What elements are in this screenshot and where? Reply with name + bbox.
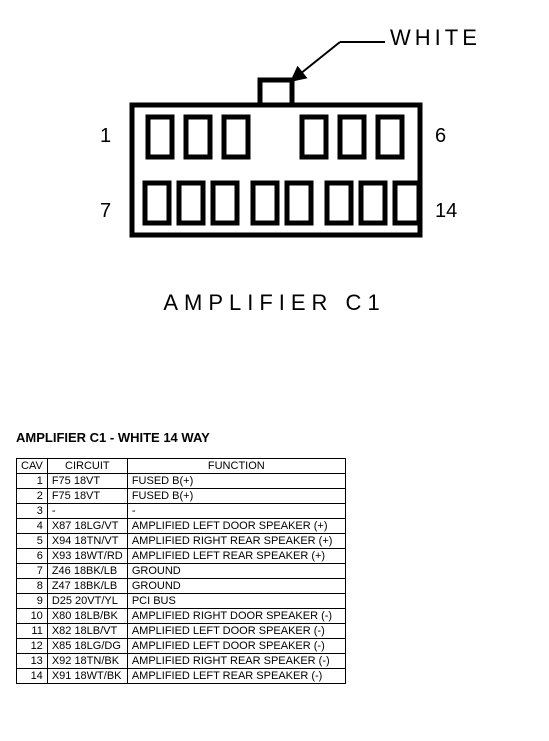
cell-function: FUSED B(+)	[127, 489, 345, 504]
table-row: 13X92 18TN/BKAMPLIFIED RIGHT REAR SPEAKE…	[17, 654, 346, 669]
col-function: FUNCTION	[127, 459, 345, 474]
table-header-row: CAV CIRCUIT FUNCTION	[17, 459, 346, 474]
col-cav: CAV	[17, 459, 48, 474]
cell-function: AMPLIFIED LEFT DOOR SPEAKER (-)	[127, 639, 345, 654]
cell-circuit: D25 20VT/YL	[47, 594, 127, 609]
table-row: 12X85 18LG/DGAMPLIFIED LEFT DOOR SPEAKER…	[17, 639, 346, 654]
pin-label-14: 14	[435, 200, 457, 223]
pinout-table: CAV CIRCUIT FUNCTION 1F75 18VTFUSED B(+)…	[16, 458, 346, 684]
cell-circuit: X87 18LG/VT	[47, 519, 127, 534]
cell-function: GROUND	[127, 564, 345, 579]
table-row: 6X93 18WT/RDAMPLIFIED LEFT REAR SPEAKER …	[17, 549, 346, 564]
cell-cav: 9	[17, 594, 48, 609]
table-row: 1F75 18VTFUSED B(+)	[17, 474, 346, 489]
cell-circuit: Z47 18BK/LB	[47, 579, 127, 594]
cell-function: AMPLIFIED LEFT REAR SPEAKER (+)	[127, 549, 345, 564]
connector-svg	[0, 0, 549, 340]
cell-circuit: X92 18TN/BK	[47, 654, 127, 669]
col-circuit: CIRCUIT	[47, 459, 127, 474]
cell-function: AMPLIFIED RIGHT REAR SPEAKER (-)	[127, 654, 345, 669]
cell-cav: 13	[17, 654, 48, 669]
diagram-title: AMPLIFIER C1	[0, 290, 549, 316]
cell-function: -	[127, 504, 345, 519]
cell-cav: 4	[17, 519, 48, 534]
cell-function: AMPLIFIED RIGHT REAR SPEAKER (+)	[127, 534, 345, 549]
table-row: 11X82 18LB/VTAMPLIFIED LEFT DOOR SPEAKER…	[17, 624, 346, 639]
cell-cav: 5	[17, 534, 48, 549]
cell-function: FUSED B(+)	[127, 474, 345, 489]
connector-diagram: WHITE 1 6 7 14 AMPLIFIER C1	[0, 0, 549, 340]
cell-circuit: X91 18WT/BK	[47, 669, 127, 684]
pin-label-7: 7	[100, 200, 111, 223]
cell-circuit: F75 18VT	[47, 474, 127, 489]
cell-cav: 6	[17, 549, 48, 564]
cell-circuit: X94 18TN/VT	[47, 534, 127, 549]
cell-cav: 10	[17, 609, 48, 624]
cell-circuit: F75 18VT	[47, 489, 127, 504]
cell-function: GROUND	[127, 579, 345, 594]
cell-cav: 7	[17, 564, 48, 579]
table-row: 5X94 18TN/VTAMPLIFIED RIGHT REAR SPEAKER…	[17, 534, 346, 549]
cell-function: PCI BUS	[127, 594, 345, 609]
table-row: 10X80 18LB/BKAMPLIFIED RIGHT DOOR SPEAKE…	[17, 609, 346, 624]
table-row: 7Z46 18BK/LBGROUND	[17, 564, 346, 579]
cell-function: AMPLIFIED LEFT DOOR SPEAKER (-)	[127, 624, 345, 639]
cell-circuit: -	[47, 504, 127, 519]
cell-circuit: X80 18LB/BK	[47, 609, 127, 624]
connector-color-label: WHITE	[390, 25, 481, 51]
cell-circuit: Z46 18BK/LB	[47, 564, 127, 579]
cell-cav: 8	[17, 579, 48, 594]
cell-function: AMPLIFIED RIGHT DOOR SPEAKER (-)	[127, 609, 345, 624]
cell-function: AMPLIFIED LEFT REAR SPEAKER (-)	[127, 669, 345, 684]
cell-cav: 2	[17, 489, 48, 504]
table-row: 3--	[17, 504, 346, 519]
cell-cav: 11	[17, 624, 48, 639]
pin-label-6: 6	[435, 125, 446, 148]
cell-circuit: X93 18WT/RD	[47, 549, 127, 564]
table-row: 9D25 20VT/YLPCI BUS	[17, 594, 346, 609]
cell-cav: 3	[17, 504, 48, 519]
cell-cav: 12	[17, 639, 48, 654]
table-body: 1F75 18VTFUSED B(+)2F75 18VTFUSED B(+)3-…	[17, 474, 346, 684]
table-row: 14X91 18WT/BKAMPLIFIED LEFT REAR SPEAKER…	[17, 669, 346, 684]
pin-label-1: 1	[100, 125, 111, 148]
cell-circuit: X85 18LG/DG	[47, 639, 127, 654]
cell-cav: 1	[17, 474, 48, 489]
table-row: 4X87 18LG/VTAMPLIFIED LEFT DOOR SPEAKER …	[17, 519, 346, 534]
cell-circuit: X82 18LB/VT	[47, 624, 127, 639]
cell-function: AMPLIFIED LEFT DOOR SPEAKER (+)	[127, 519, 345, 534]
table-row: 8Z47 18BK/LBGROUND	[17, 579, 346, 594]
table-title: AMPLIFIER C1 - WHITE 14 WAY	[16, 430, 210, 445]
table-row: 2F75 18VTFUSED B(+)	[17, 489, 346, 504]
cell-cav: 14	[17, 669, 48, 684]
